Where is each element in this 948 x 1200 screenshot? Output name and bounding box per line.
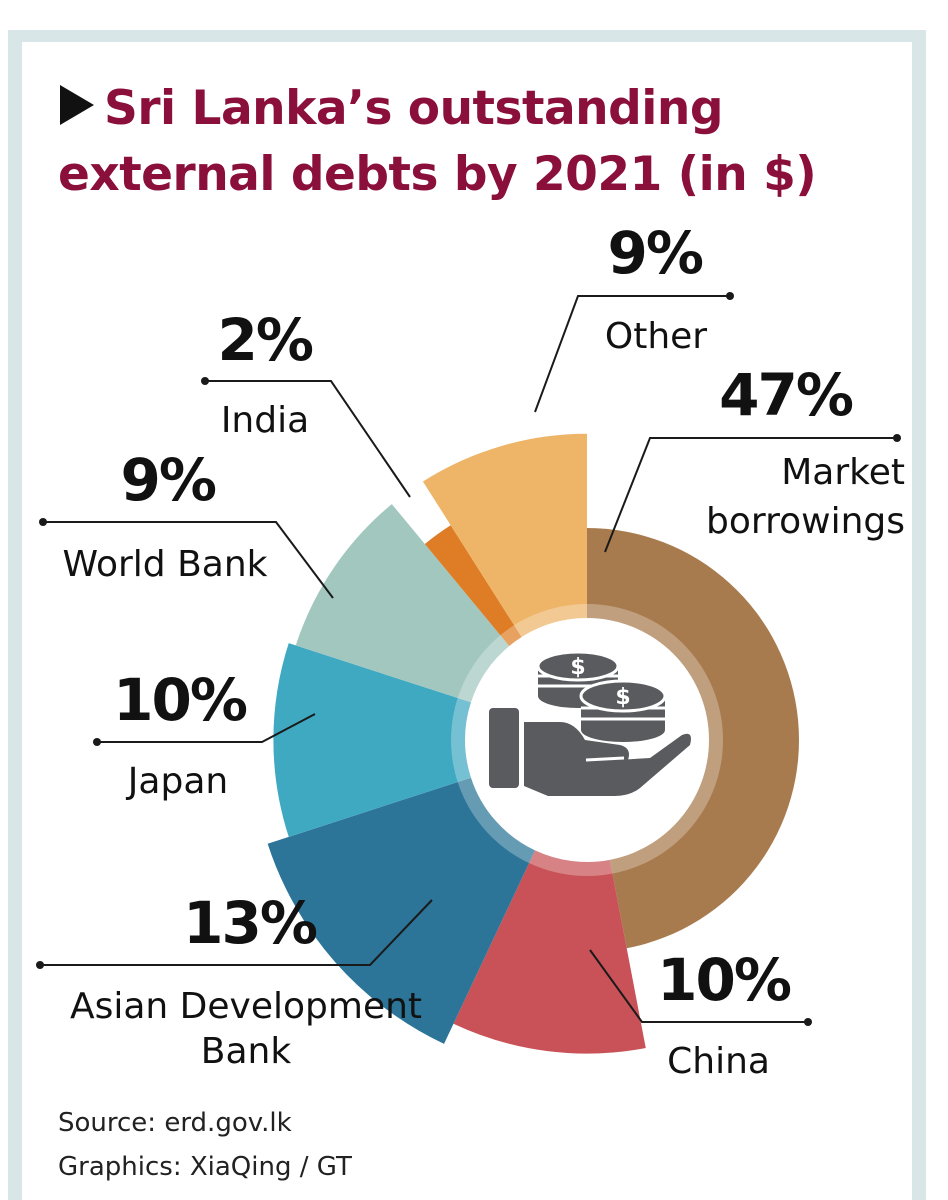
category-label-market-borrowings-line-1: Market (781, 452, 905, 493)
value-label-china: 10% (657, 946, 791, 1014)
slice-world-bank (295, 504, 510, 703)
value-label-india: 2% (218, 306, 313, 374)
leader-dot-market-borrowings (893, 434, 901, 442)
category-label-india: India (221, 400, 309, 441)
slices-layer (267, 433, 799, 1054)
leader-dot-asian-development-bank (36, 961, 44, 969)
leader-line-japan (97, 713, 316, 743)
leader-dot-japan (93, 738, 101, 746)
source-credit: Source: erd.gov.lk (58, 1108, 292, 1138)
category-label-asian-development-bank-line-1: Asian Development (70, 986, 422, 1027)
leader-line-china (589, 949, 808, 1023)
slice-india (424, 525, 522, 646)
value-label-asian-development-bank: 13% (183, 889, 317, 957)
hand-coins-icon: $ $ (489, 650, 691, 796)
category-label-china: China (667, 1041, 770, 1082)
leader-dot-india (201, 377, 209, 385)
category-label-market-borrowings-line-2: borrowings (706, 501, 905, 542)
value-label-other: 9% (608, 219, 703, 287)
slice-japan (273, 643, 471, 837)
chart-title-line-1: Sri Lanka’s outstanding (104, 81, 723, 136)
slice-market-borrowings (587, 528, 799, 949)
category-label-other: Other (605, 316, 707, 357)
leader-dot-world-bank (39, 518, 47, 526)
category-label-asian-development-bank-line-2: Bank (201, 1031, 292, 1072)
leader-dot-china (804, 1018, 812, 1026)
value-label-japan: 10% (113, 666, 247, 734)
category-label-world-bank: World Bank (62, 544, 267, 585)
slice-other (422, 433, 587, 637)
value-label-market-borrowings: 47% (719, 361, 853, 429)
leader-lines: 47% Market borrowings 10% China 13% Asian Deve… (36, 219, 905, 1082)
overlay-layer (451, 604, 723, 876)
category-label-japan: Japan (126, 761, 228, 802)
value-label-world-bank: 9% (121, 446, 216, 514)
leader-dot-other (726, 292, 734, 300)
triangle-right-icon (60, 85, 94, 125)
slice-asian-development-bank (267, 777, 536, 1044)
leader-line-india (205, 380, 411, 498)
leader-line-other (534, 295, 730, 413)
svg-text:$: $ (615, 685, 630, 710)
slice-china (453, 850, 646, 1054)
leader-line-market-borrowings (604, 437, 897, 553)
svg-text:$: $ (570, 655, 585, 680)
leader-line-asian-development-bank (40, 899, 433, 966)
chart-title-line-2: external debts by 2021 (in $) (58, 147, 817, 202)
graphics-credit: Graphics: XiaQing / GT (58, 1152, 352, 1182)
leader-line-world-bank (43, 521, 334, 599)
